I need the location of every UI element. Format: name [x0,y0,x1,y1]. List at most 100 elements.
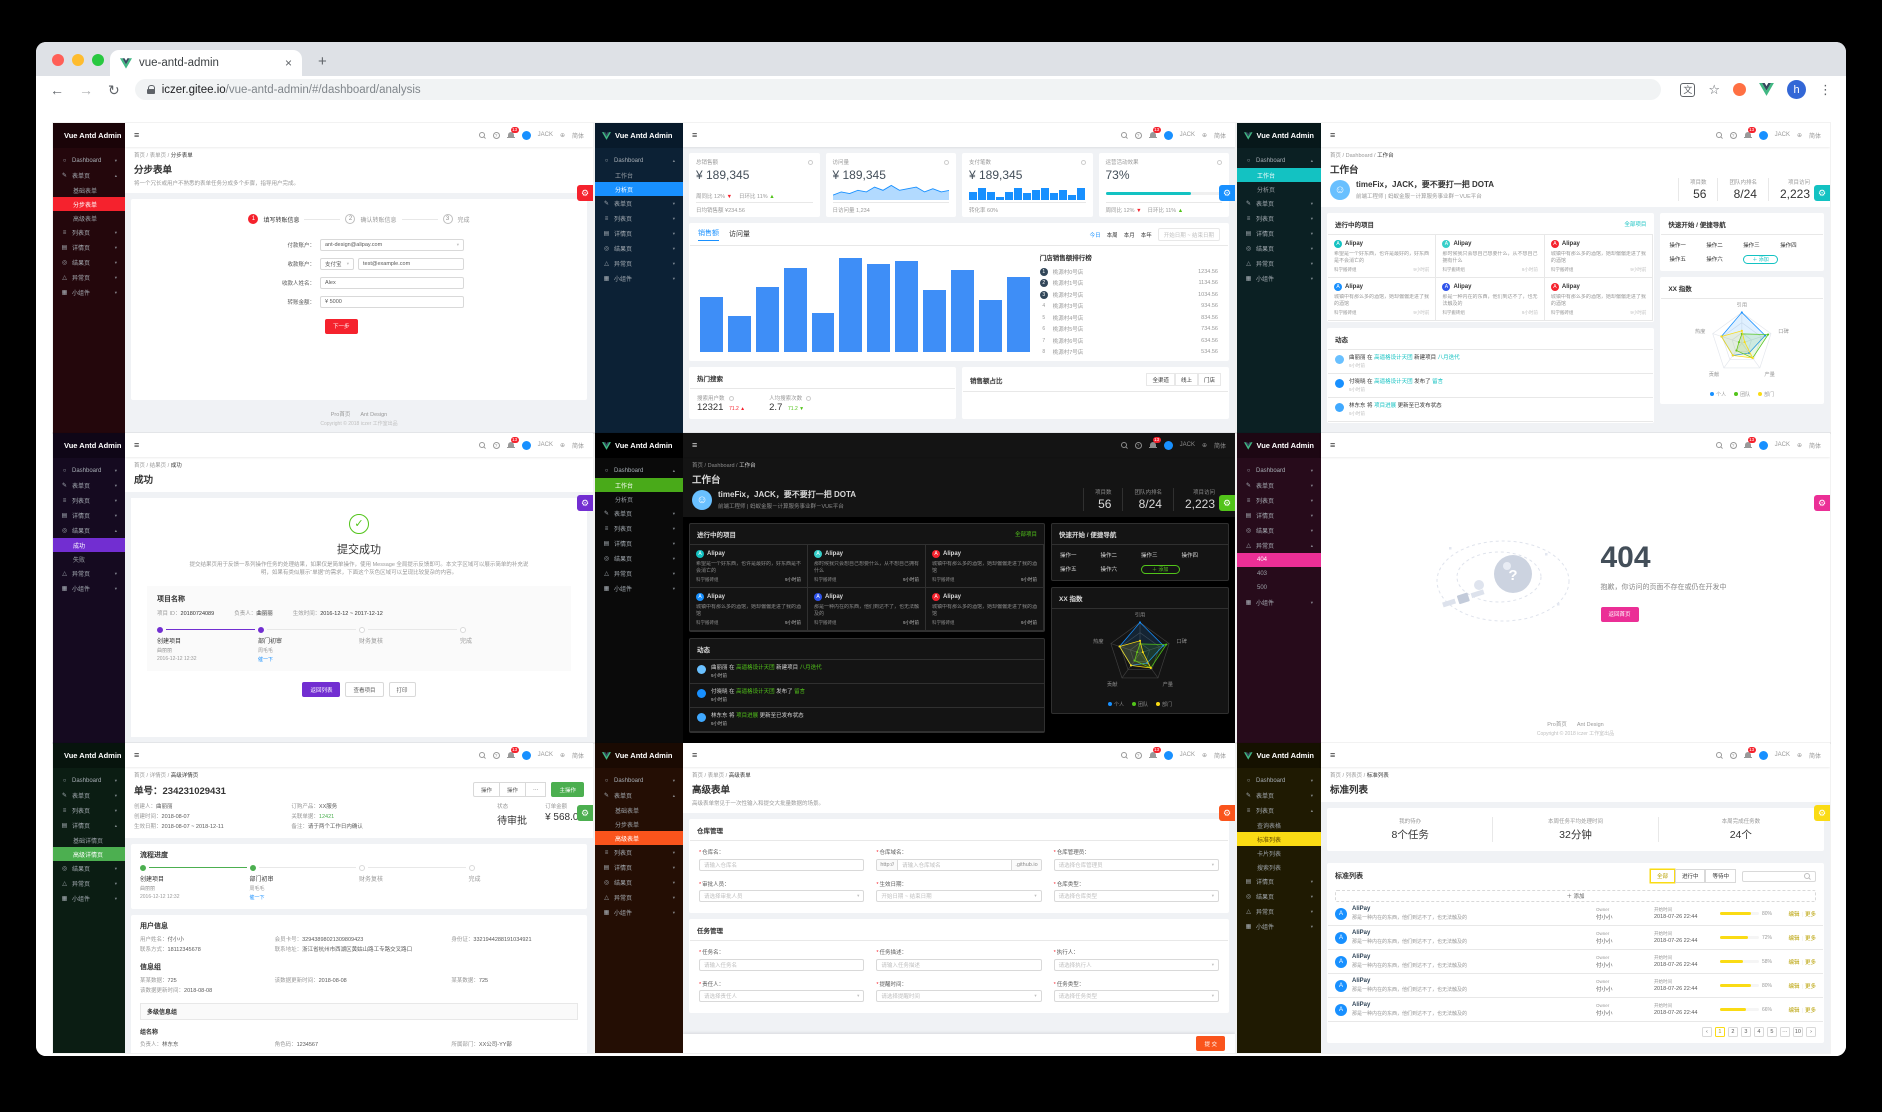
action-编辑[interactable]: 编辑 [1788,1007,1800,1014]
sidebar-item-dashboard[interactable]: ○ Dashboard ▴ [595,463,683,478]
help-icon[interactable]: ? [1134,441,1142,449]
user-avatar[interactable] [521,750,531,760]
project-card[interactable]: A Alipay 希望是一个好东西，也许是最好的，好东西是不会消亡的 科学搬砖组 9小时… [690,545,808,588]
help-icon[interactable]: ? [492,441,500,449]
sidebar-item-widget[interactable]: ▦ 小组件 ▾ [53,891,125,906]
activity-seg[interactable]: 项目进展 [736,712,759,719]
notification-bell-icon[interactable]: 13 [506,127,519,139]
language-label[interactable]: 简体 [1808,443,1821,450]
user-name[interactable]: JACK [1774,752,1790,758]
sidebar-collapse-icon[interactable]: ≡ [692,130,698,140]
theme-settings-gear-icon[interactable]: ⚙ [1814,495,1830,511]
sidebar-subitem-basic-form[interactable]: 基础表单 [73,188,98,195]
sidebar-item-dashboard[interactable]: ○ Dashboard ▴ [595,153,683,168]
activity-seg[interactable]: 高逼格设计天团 [736,664,775,671]
filter-本月[interactable]: 本月 [1123,232,1135,239]
globe-icon[interactable]: ⊕ [1201,442,1207,449]
submit-button[interactable]: 提 交 [1196,1036,1225,1051]
sidebar-item-form[interactable]: ✎ 表单页 ▾ [595,196,683,211]
sidebar-item-exception[interactable]: △ 异常页 ▾ [53,270,125,285]
sidebar-item-widget[interactable]: ▦ 小组件 ▾ [1237,271,1321,286]
sidebar-item-form[interactable]: ✎ 表单页 ▴ [53,168,125,183]
project-card[interactable]: A Alipay 城镇中有那么多的酒馆，她却偏偏走进了我的酒馆 科学搬砖组 9小时前 [690,588,808,631]
date-range-picker[interactable]: 开始日期 ~ 结束日期 [1157,228,1220,241]
field-control[interactable]: 请选择提醒时间 ▾ [876,990,1042,1002]
field-control[interactable]: 请输入任务名 [699,958,865,971]
profile-avatar[interactable]: h [1787,80,1806,99]
item-title[interactable]: AliPay [1352,978,1371,984]
field-control[interactable]: 请选择责任人 ▾ [699,990,865,1002]
sidebar-collapse-icon[interactable]: ≡ [692,440,698,450]
sidebar-item-result[interactable]: ◎ 结果页 ▾ [1237,241,1321,256]
close-window-button[interactable] [52,54,64,66]
sidebar-subitem-fail[interactable]: 失败 [73,557,86,564]
project-card[interactable]: A Alipay 城镇中有那么多的酒馆，她却偏偏走进了我的酒馆 科学搬砖组 9小时前 [926,545,1044,588]
quick-op-link[interactable]: 操作六 [1100,567,1118,573]
sidebar-collapse-icon[interactable]: ≡ [692,750,698,760]
sidebar-item-result[interactable]: ◎ 结果页 ▾ [595,241,683,256]
notification-bell-icon[interactable]: 13 [1148,437,1161,449]
globe-icon[interactable]: ⊕ [559,132,565,139]
user-name[interactable]: JACK [1179,442,1195,448]
sidebar-item-dashboard[interactable]: ○ Dashboard ▾ [595,773,683,788]
sidebar-item-exception[interactable]: △ 异常页 ▴ [1237,538,1321,553]
theme-settings-gear-icon[interactable]: ⚙ [577,805,593,821]
sidebar-subitem-workplace[interactable]: 工作台 [1237,168,1321,182]
legend-item[interactable]: 部门 [1156,701,1172,708]
sidebar-item-result[interactable]: ◎ 结果页 ▾ [1237,523,1321,538]
list-search-input[interactable] [1742,870,1816,882]
quick-op-link[interactable]: 操作二 [1100,553,1118,559]
project-group[interactable]: 科学搬砖组 [1550,267,1574,272]
legend-item[interactable]: 个人 [1710,391,1726,398]
sidebar-subitem-step-form[interactable]: 分步表单 [53,197,125,211]
action-编辑[interactable]: 编辑 [1788,983,1800,990]
notification-bell-icon[interactable]: 13 [1148,747,1161,759]
field-input[interactable]: ant-design@alipay.com ▾ [320,239,464,251]
sidebar-item-detail[interactable]: ▤ 详情页 ▾ [595,226,683,241]
search-icon[interactable] [478,441,486,449]
sidebar-collapse-icon[interactable]: ≡ [1330,130,1336,140]
field-control[interactable]: 请选择审批人员 ▾ [699,890,865,902]
sidebar-item-widget[interactable]: ▦ 小组件 ▾ [595,905,683,920]
sidebar-item-widget[interactable]: ▦ 小组件 ▾ [1237,595,1321,610]
user-name[interactable]: JACK [537,442,553,448]
button-打印[interactable]: 打印 [388,682,416,697]
vue-devtools-icon[interactable] [1759,83,1774,96]
project-group[interactable]: 科学搬砖组 [696,620,719,625]
theme-settings-gear-icon[interactable]: ⚙ [1219,495,1235,511]
sidebar-item-widget[interactable]: ▦ 小组件 ▾ [53,581,125,596]
maximize-window-button[interactable] [92,54,104,66]
sidebar-item-form[interactable]: ✎ 表单页 ▾ [1237,478,1321,493]
sidebar-collapse-icon[interactable]: ≡ [134,750,140,760]
sidebar-subitem-workplace[interactable]: 工作台 [595,478,683,492]
breadcrumb-item[interactable]: 首页 [134,153,146,159]
page-3[interactable]: 3 [1740,1027,1751,1037]
sidebar-item-widget[interactable]: ▦ 小组件 ▾ [595,271,683,286]
action-编辑[interactable]: 编辑 [1788,935,1800,942]
user-avatar[interactable] [1758,130,1768,140]
sidebar-subitem-success[interactable]: 成功 [53,538,125,552]
quick-op-link[interactable]: 操作五 [1060,567,1077,573]
action-更多[interactable]: 更多 [1804,959,1816,966]
all-projects-link[interactable]: 全部项目 [1014,532,1037,538]
field-control[interactable]: 开始日期 ~ 结束日期 ▾ [876,890,1042,902]
sidebar-item-list[interactable]: ≡ 列表页 ▾ [53,493,125,508]
project-card[interactable]: A Alipay 那是一种内在的东西，他们到达不了，也无法触及的 科学搬砖组 9小时前 [808,588,926,631]
project-card[interactable]: A Alipay 那时候我只会想自己想要什么，从不想自己拥有什么 科学搬砖组 9小时前 [808,545,926,588]
quick-op-link[interactable]: 操作一 [1669,243,1686,249]
project-group[interactable]: 科学搬砖组 [1550,310,1574,315]
language-label[interactable]: 简体 [1213,753,1226,760]
info-icon[interactable] [1217,159,1222,165]
theme-settings-gear-icon[interactable]: ⚙ [1814,805,1830,821]
project-group[interactable]: 科学搬砖组 [814,577,837,582]
sidebar-subitem-advanced-form[interactable]: 高级表单 [595,831,683,845]
breadcrumb-item[interactable]: 表单页 [149,153,167,159]
legend-item[interactable]: 个人 [1107,701,1124,708]
account-type-select[interactable]: 支付宝 ▾ [320,258,354,270]
legend-item[interactable]: 部门 [1758,391,1774,398]
activity-seg[interactable]: 留言 [794,688,806,695]
quick-op-link[interactable]: 操作四 [1181,553,1199,559]
breadcrumb-item[interactable]: 首页 [692,773,704,779]
primary-action-button[interactable]: 主操作 [551,782,584,797]
search-icon[interactable] [1715,441,1723,449]
